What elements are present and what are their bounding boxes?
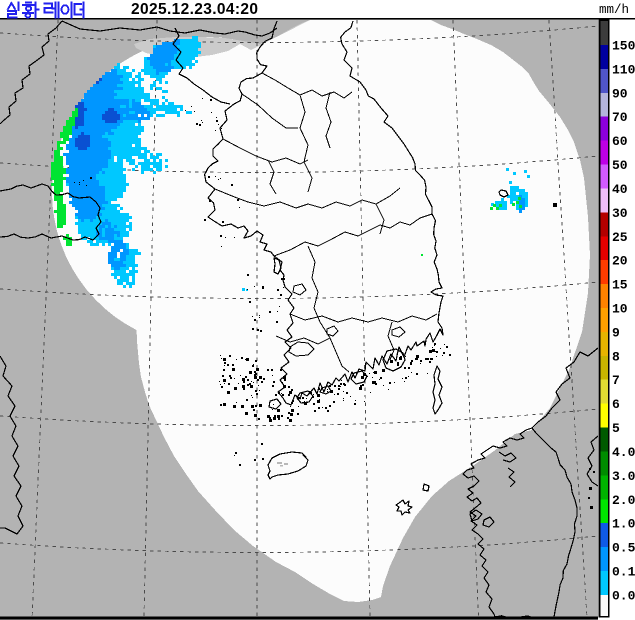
svg-text:20: 20 xyxy=(612,254,628,269)
svg-text:30: 30 xyxy=(612,206,628,221)
svg-text:3.0: 3.0 xyxy=(612,469,635,484)
svg-text:mm/h: mm/h xyxy=(599,3,629,17)
svg-text:90: 90 xyxy=(612,86,628,101)
svg-text:1.0: 1.0 xyxy=(612,517,635,532)
svg-text:0.0: 0.0 xyxy=(612,588,635,603)
svg-text:4.0: 4.0 xyxy=(612,445,635,460)
svg-text:9: 9 xyxy=(612,325,620,340)
svg-text:8: 8 xyxy=(612,349,620,364)
svg-text:25: 25 xyxy=(612,230,628,245)
svg-text:150: 150 xyxy=(612,39,635,54)
svg-text:2.0: 2.0 xyxy=(612,493,635,508)
svg-text:2025.12.23.04:20: 2025.12.23.04:20 xyxy=(131,1,258,18)
svg-text:0.1: 0.1 xyxy=(612,565,635,580)
svg-text:70: 70 xyxy=(612,110,628,125)
svg-text:0.5: 0.5 xyxy=(612,541,635,556)
svg-text:15: 15 xyxy=(612,278,628,293)
svg-text:40: 40 xyxy=(612,182,628,197)
svg-text:5: 5 xyxy=(612,421,620,436)
svg-text:110: 110 xyxy=(612,62,635,77)
svg-text:50: 50 xyxy=(612,158,628,173)
svg-text:10: 10 xyxy=(612,302,628,317)
svg-text:6: 6 xyxy=(612,397,620,412)
svg-text:7: 7 xyxy=(612,373,620,388)
svg-text:60: 60 xyxy=(612,134,628,149)
